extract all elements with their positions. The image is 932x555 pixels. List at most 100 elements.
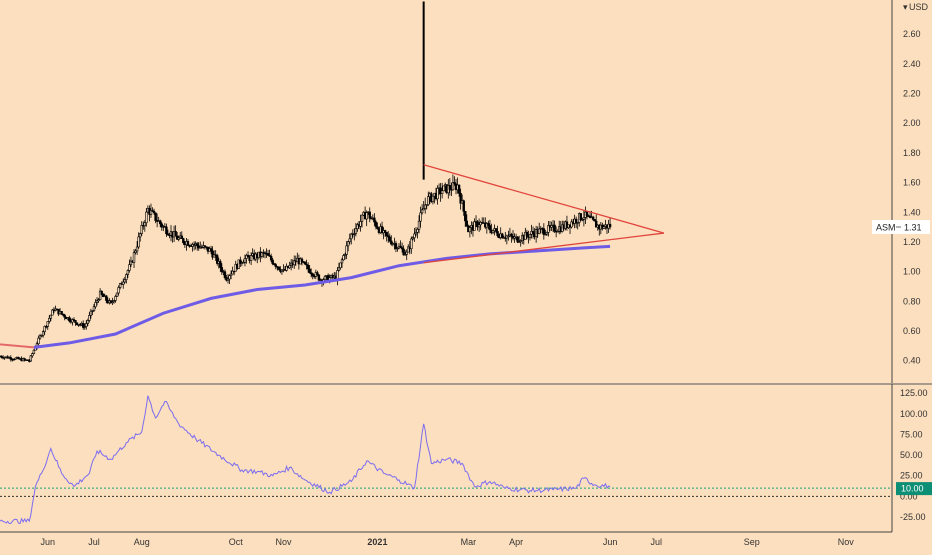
candle-body <box>12 358 16 361</box>
candle-body <box>576 222 579 224</box>
candle-body <box>570 221 573 228</box>
candle-body <box>32 349 36 354</box>
candle-body <box>427 196 430 205</box>
axis-menu-icon[interactable]: ▾ <box>903 2 908 12</box>
candle-body <box>376 226 379 229</box>
candle-body <box>229 273 233 276</box>
candle-body <box>112 300 116 302</box>
candle-body <box>105 295 108 301</box>
candle-body <box>337 267 341 271</box>
candle-body <box>273 263 276 265</box>
candle-body <box>132 252 136 263</box>
candle-body <box>111 301 114 303</box>
candle-body <box>117 287 120 294</box>
oscillator-pane[interactable] <box>0 395 892 525</box>
candle-body <box>396 247 399 250</box>
triangle-lower-trendline[interactable] <box>423 232 665 264</box>
price-tick-label: 0.40 <box>903 356 921 366</box>
candle-body <box>368 211 371 219</box>
candle-body <box>293 260 296 266</box>
triangle-upper-trendline[interactable] <box>423 164 665 234</box>
candle-body <box>123 279 126 283</box>
candle-body <box>195 243 199 247</box>
candle-body <box>476 221 479 228</box>
candle-body <box>360 214 364 222</box>
candle-body <box>383 230 387 233</box>
candle-body <box>122 281 125 285</box>
candle-body <box>306 264 310 270</box>
candle-body <box>81 323 85 328</box>
candle-body <box>114 296 117 301</box>
price-axis[interactable]: 2.60 2.40 2.20 2.00 1.80 1.60 1.40 1.20 1.00 0.80… <box>891 0 929 383</box>
candle-body <box>448 185 452 190</box>
candle-body <box>75 322 79 326</box>
candle-body <box>97 299 100 302</box>
time-axis-label: Aug <box>134 537 150 547</box>
candle-body <box>405 251 408 255</box>
oscillator-tick-label: 50.00 <box>900 450 923 460</box>
candle-body <box>145 211 148 223</box>
candle-body <box>531 231 535 234</box>
candle-body <box>61 313 65 316</box>
oscillator-tick-label: 0.00 <box>900 491 918 501</box>
candle-body <box>98 290 102 300</box>
moving-average-early-segment <box>0 343 34 349</box>
oscillator-axis[interactable]: 125.00 100.00 75.00 50.00 25.00 0.00 -25.00 10… <box>891 384 932 532</box>
price-tick-label: 2.40 <box>903 59 921 69</box>
candle-body <box>365 212 368 220</box>
candle-body <box>182 238 185 243</box>
candle-body <box>177 237 180 240</box>
oscillator-value-badge <box>896 482 932 496</box>
candle-body <box>316 272 319 276</box>
candle-body <box>348 238 351 242</box>
candle-body <box>214 254 217 256</box>
price-tick-label: 1.80 <box>903 148 921 158</box>
time-axis[interactable]: Jun Jul Aug Oct Nov 2021 Mar Apr Jun Jul Sep Nov <box>0 531 892 547</box>
candle-body <box>593 219 596 222</box>
candle-body <box>63 314 66 318</box>
oscillator-tick-label: 125.00 <box>900 388 928 398</box>
candle-body <box>268 255 271 257</box>
candle-body <box>288 265 291 269</box>
candle-body <box>274 264 277 267</box>
candle-body <box>149 210 153 215</box>
candle-body <box>538 228 541 235</box>
candle-body <box>468 227 472 233</box>
candle-body <box>232 270 236 273</box>
candle-body <box>85 323 88 327</box>
candle-body <box>125 274 128 280</box>
candle-body <box>266 253 270 256</box>
candle-body <box>159 220 162 225</box>
oscillator-tick-label: 100.00 <box>900 409 928 419</box>
candle-body <box>143 222 147 227</box>
candle-body <box>71 319 74 323</box>
candle-body <box>309 272 313 275</box>
oscillator-tick-labels: 125.00 100.00 75.00 50.00 25.00 0.00 -25.00 <box>900 388 928 522</box>
candle-body <box>343 254 347 256</box>
candle-body <box>516 236 519 243</box>
candle-body <box>14 357 17 360</box>
candle-body <box>416 229 419 233</box>
candle-body <box>94 302 97 308</box>
candle-body <box>374 221 378 228</box>
moving-average-line <box>33 244 611 349</box>
candle-body <box>17 357 20 360</box>
candle-body <box>128 264 131 271</box>
candle-body <box>505 235 509 239</box>
candle-body <box>211 250 214 258</box>
candle-body <box>387 235 390 238</box>
price-pane[interactable] <box>0 1 665 363</box>
candle-body <box>400 247 404 250</box>
candle-body <box>231 270 234 275</box>
candle-body <box>385 232 388 236</box>
time-axis-label: 2021 <box>367 537 387 547</box>
candle-body <box>436 187 439 200</box>
candle-body <box>89 310 93 316</box>
candle-body <box>137 236 140 248</box>
price-tick-label: 1.20 <box>903 237 921 247</box>
candle-body <box>547 225 550 233</box>
candle-body <box>487 223 490 226</box>
candle-body <box>414 231 418 235</box>
